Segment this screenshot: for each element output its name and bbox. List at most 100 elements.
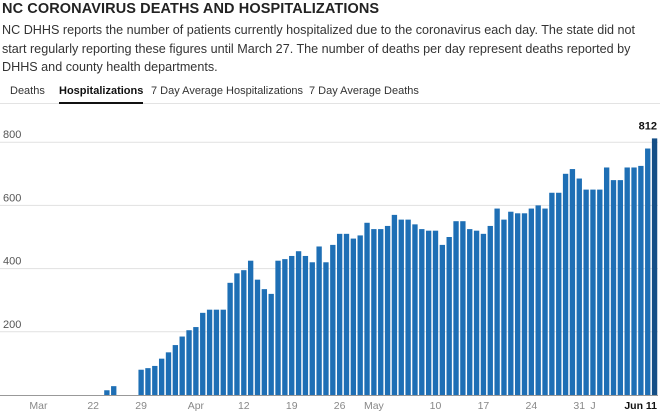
x-tick-label: 10: [430, 400, 442, 412]
x-tick-label: Mar: [29, 400, 48, 412]
bar: [508, 211, 514, 395]
bar: [371, 229, 377, 395]
bar: [364, 222, 370, 395]
bar: [158, 358, 165, 395]
bar: [535, 205, 541, 395]
bar: [453, 221, 459, 395]
bar: [610, 180, 617, 395]
bar: [357, 235, 363, 395]
bar: [425, 230, 432, 395]
bar: [193, 327, 199, 395]
bar: [145, 368, 151, 395]
bar: [412, 224, 418, 395]
x-tick-label: Jun 11: [624, 400, 657, 412]
tab-deaths[interactable]: Deaths: [10, 85, 45, 97]
bar: [480, 233, 487, 395]
bar: [487, 225, 493, 395]
bar: [152, 365, 158, 395]
bar: [254, 279, 261, 395]
bar: [603, 167, 610, 395]
tab-7-day-average-hospitalizations[interactable]: 7 Day Average Hospitalizations: [151, 85, 304, 97]
bar: [186, 330, 192, 395]
bar: [460, 221, 466, 395]
bar: [528, 208, 535, 395]
bar: [542, 208, 548, 395]
bar: [172, 345, 179, 395]
bar: [562, 173, 569, 395]
bar: [501, 219, 507, 395]
bar: [446, 237, 452, 395]
bar: [323, 262, 329, 395]
bar: [617, 180, 624, 395]
bar: [213, 309, 220, 395]
tab-7-day-average-deaths[interactable]: 7 Day Average Deaths: [309, 85, 419, 97]
bar: [282, 259, 288, 395]
x-tick-label: 22: [87, 400, 99, 412]
chart-tabs: Deaths Hospitalizations 7 Day Average Ho…: [0, 78, 660, 104]
x-tick-label: 26: [334, 400, 346, 412]
y-tick-label: 400: [3, 256, 21, 268]
x-tick-label: J: [590, 400, 595, 412]
bar: [309, 262, 315, 395]
chart-title: NC CORONAVIRUS DEATHS AND HOSPITALIZATIO…: [2, 1, 380, 17]
axis-labels: 200 400 600 800 Mar 22 29 Apr 12 19 26 May 10 17 24 31 J…: [3, 120, 657, 412]
hospitalizations-bar-chart: 200 400 600 800 Mar 22 29 Apr 12 19 26 May 10 17 24 31 J…: [0, 120, 658, 412]
bar: [467, 229, 473, 395]
bar: [624, 167, 630, 395]
x-tick-label: 24: [526, 400, 538, 412]
bar: [384, 225, 391, 395]
bar: [275, 260, 281, 395]
x-tick-label: 31: [573, 400, 585, 412]
y-gridlines: [0, 141, 658, 396]
bar: [494, 208, 500, 395]
bar: [521, 213, 528, 395]
bar: [638, 165, 644, 395]
bar: [432, 230, 439, 395]
bar: [576, 178, 582, 395]
bar: [651, 138, 658, 395]
bar: [165, 352, 172, 395]
bar: [289, 255, 295, 395]
tab-hospitalizations[interactable]: Hospitalizations: [59, 78, 144, 104]
bar: [378, 229, 384, 395]
bar: [549, 192, 555, 395]
bar: [391, 214, 398, 395]
x-tick-label: 12: [238, 400, 250, 412]
bar: [316, 246, 322, 395]
bar: [241, 270, 247, 395]
x-tick-label: Apr: [188, 400, 205, 412]
bar: [583, 189, 589, 395]
x-tick-label: May: [364, 400, 385, 412]
bar: [439, 244, 446, 395]
last-value-label: 812: [639, 120, 657, 132]
bar: [514, 213, 521, 395]
y-tick-label: 600: [3, 192, 21, 204]
y-tick-label: 800: [3, 129, 21, 141]
bar: [247, 260, 254, 395]
bar: [302, 255, 309, 395]
bar: [569, 169, 576, 395]
bar: [405, 219, 411, 395]
bar: [343, 233, 350, 395]
bar: [234, 273, 240, 395]
bar: [261, 289, 268, 395]
bar: [179, 336, 185, 395]
x-tick-label: 19: [286, 400, 298, 412]
bar: [336, 233, 343, 395]
bar: [590, 189, 596, 395]
bar: [419, 229, 425, 395]
chart-description: NC DHHS reports the number of patients c…: [2, 23, 636, 74]
bar: [645, 148, 651, 395]
x-tick-label: 29: [135, 400, 147, 412]
bar: [473, 230, 480, 395]
y-tick-label: 200: [3, 319, 21, 331]
bar: [138, 369, 144, 395]
bar: [631, 167, 637, 395]
bar: [111, 386, 117, 395]
bar: [295, 251, 302, 395]
bar: [597, 189, 603, 395]
bar: [268, 293, 274, 395]
bar: [556, 192, 562, 395]
bars: [104, 138, 658, 395]
bar: [104, 390, 110, 395]
